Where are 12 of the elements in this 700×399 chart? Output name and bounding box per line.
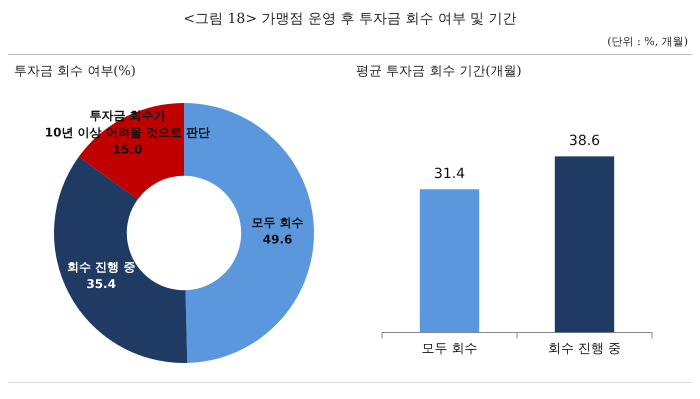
slice-label: 회수 진행 중 — [66, 260, 136, 274]
text: <그림 18> 가맹점 운영 후 투자금 회수 여부 및 기간 — [182, 10, 518, 28]
data-label: 31.4 — [434, 166, 466, 182]
text: (단위 : %, 개월) — [607, 34, 688, 49]
slice-label: 투자금 회수가 10년 이상 어려울 것으로 판단 — [44, 108, 210, 140]
chart-subtitle: 투자금 회수 여부(%) — [14, 63, 136, 80]
chart-title: 평균 투자금 회수 기간(개월) — [356, 63, 522, 80]
data-label: 38.6 — [568, 133, 600, 150]
data-label: 35.4 — [86, 277, 116, 292]
data-label: 15.0 — [112, 142, 142, 157]
data-label: 49.6 — [262, 232, 292, 246]
slice-label: 모두 회수 — [252, 215, 304, 230]
